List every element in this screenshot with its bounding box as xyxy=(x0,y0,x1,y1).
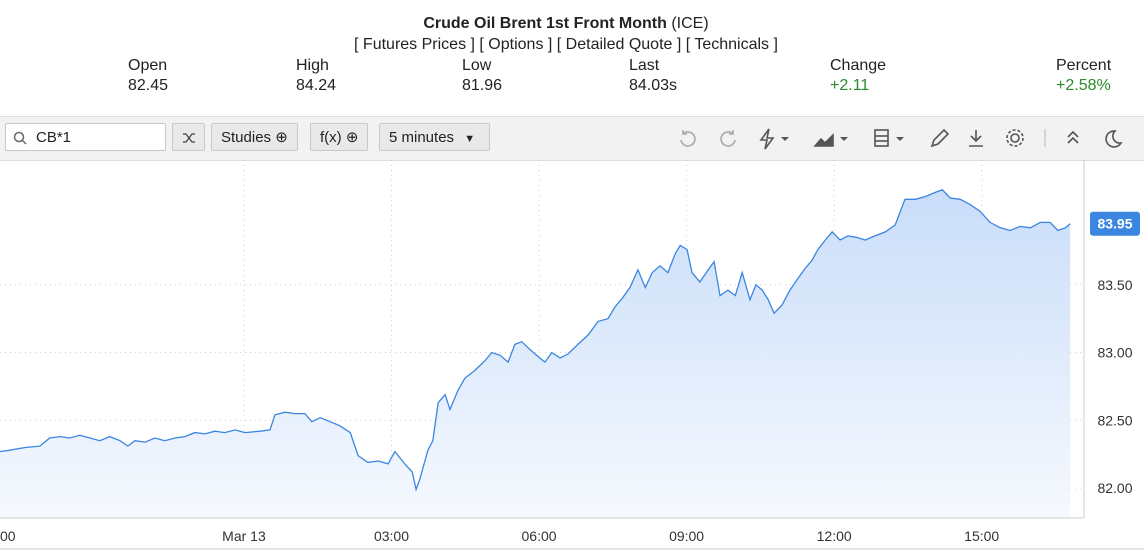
redo-icon[interactable] xyxy=(720,130,736,147)
quote-label: High xyxy=(296,57,329,74)
quote-label: Change xyxy=(830,57,887,74)
x-tick-label: 12:00 xyxy=(817,528,852,544)
instrument-name: Crude Oil Brent 1st Front Month xyxy=(423,15,667,32)
link[interactable]: [ Options ] xyxy=(479,36,553,53)
links: [ Futures Prices ] [ Options ] [ Detaile… xyxy=(0,36,1132,54)
quote-value: +2.58% xyxy=(1056,77,1111,94)
quote-item: Percent +2.58% xyxy=(1056,56,1111,96)
fx-button[interactable]: f(x) ⊕ xyxy=(310,123,369,151)
quote-value: 82.45 xyxy=(128,77,169,94)
toolbar: CB*1 Studies ⊕ f(x) ⊕ 5 minutes ▼ xyxy=(0,116,1144,161)
last-price-label: 83.95 xyxy=(1097,216,1132,232)
exchange: (ICE) xyxy=(671,15,709,32)
quote-value: +2.11 xyxy=(830,77,870,94)
interval-label: 5 minutes xyxy=(389,129,455,146)
quote-label: Percent xyxy=(1056,57,1112,74)
x-tick-label: 06:00 xyxy=(522,528,557,544)
quote-item: Last 84.03s xyxy=(629,56,677,96)
quote-label: Low xyxy=(462,57,492,74)
fx-label: f(x) xyxy=(320,129,342,146)
toolbar-icons xyxy=(680,128,1123,150)
collapse-icon[interactable] xyxy=(1067,130,1079,144)
compare-button[interactable] xyxy=(172,123,205,151)
title: Crude Oil Brent 1st Front Month (ICE) xyxy=(0,15,1132,33)
last-price-badge xyxy=(1090,211,1140,236)
quote-item: Open 82.45 xyxy=(128,56,168,96)
quote-value: 84.03s xyxy=(629,77,678,94)
layout-icon[interactable] xyxy=(874,129,889,147)
quote-value: 84.24 xyxy=(296,77,337,94)
symbol-input[interactable]: CB*1 xyxy=(5,123,166,151)
y-tick-label: 82.50 xyxy=(1097,412,1132,428)
theme-icon[interactable] xyxy=(1105,130,1123,148)
x-tick-label: 03:00 xyxy=(374,528,409,544)
quote-item: Low 81.96 xyxy=(462,56,502,96)
download-icon[interactable] xyxy=(969,130,983,147)
x-tick-label: 15:00 xyxy=(964,528,999,544)
interval-select[interactable]: 5 minutes ▼ xyxy=(379,123,490,151)
price-line xyxy=(0,189,1071,492)
x-tick-label: Mar 13 xyxy=(222,528,266,544)
x-tick-label: 00 xyxy=(0,528,16,544)
link[interactable]: [ Futures Prices ] xyxy=(354,36,475,53)
draw-icon[interactable] xyxy=(930,128,950,148)
flash-icon[interactable] xyxy=(759,128,775,150)
search-icon xyxy=(13,131,27,145)
link[interactable]: [ Detailed Quote ] xyxy=(556,36,682,53)
y-tick-label: 82.00 xyxy=(1097,480,1132,496)
settings-icon[interactable] xyxy=(1010,133,1020,143)
quote-item: Change +2.11 xyxy=(830,56,886,96)
studies-label: Studies xyxy=(221,129,272,146)
quote-value: 81.96 xyxy=(462,77,503,94)
link[interactable]: [ Technicals ] xyxy=(685,36,778,53)
quote-label: Last xyxy=(629,57,660,74)
shuffle-icon xyxy=(183,133,195,143)
quote-item: High 84.24 xyxy=(296,56,336,96)
x-tick-label: 09:00 xyxy=(669,528,704,544)
undo-icon[interactable] xyxy=(680,130,696,147)
studies-button[interactable]: Studies ⊕ xyxy=(211,123,298,151)
y-tick-label: 83.00 xyxy=(1097,345,1132,361)
quote-label: Open xyxy=(128,57,168,74)
chart-type-icon[interactable] xyxy=(813,133,834,147)
y-tick-label: 83.50 xyxy=(1097,277,1132,293)
area-fill xyxy=(0,189,1071,519)
